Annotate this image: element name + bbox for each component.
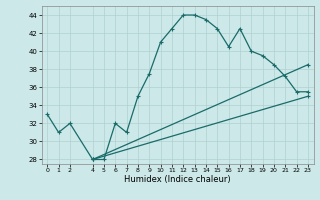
X-axis label: Humidex (Indice chaleur): Humidex (Indice chaleur) [124, 175, 231, 184]
